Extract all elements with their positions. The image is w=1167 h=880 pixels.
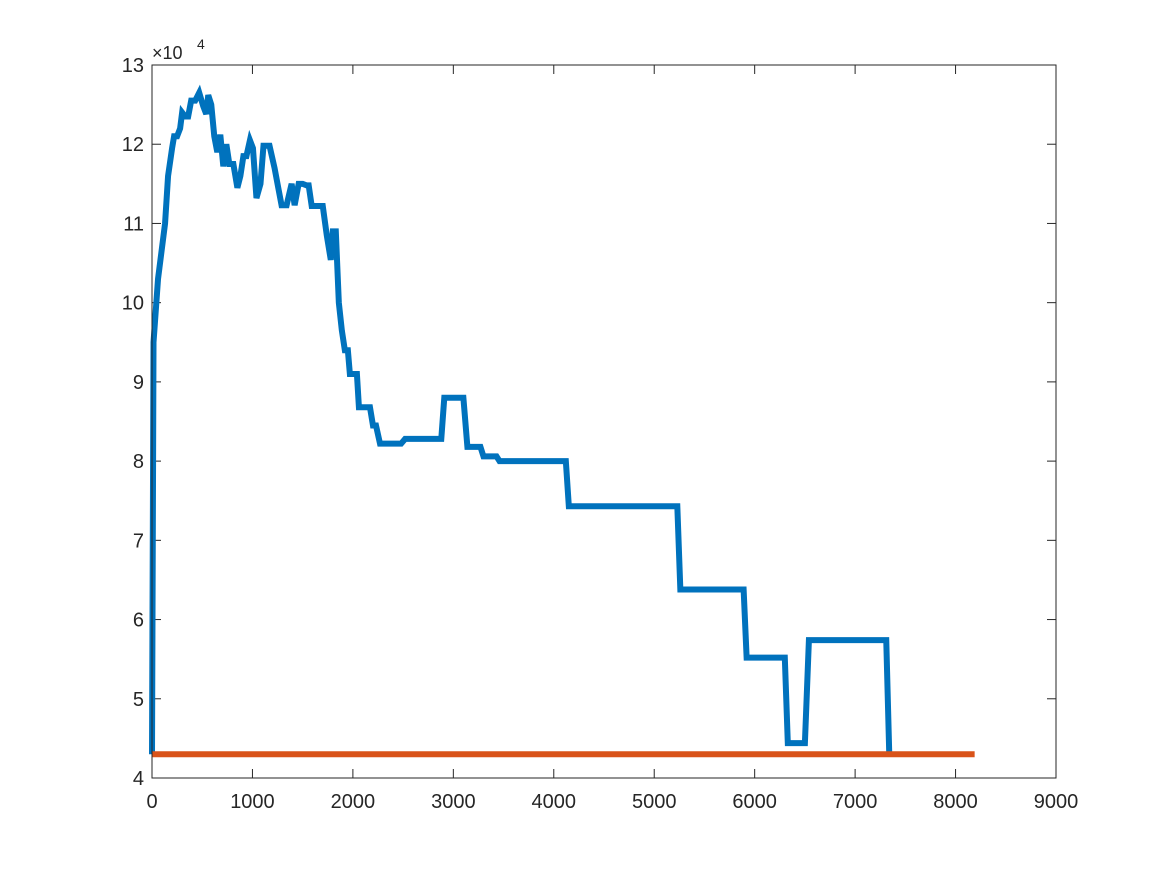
series-layer	[149, 84, 975, 758]
y-tick-label: 11	[123, 213, 144, 235]
x-tick-label: 7000	[833, 791, 878, 813]
x-tick-label: 4000	[532, 791, 577, 813]
y-tick-label: 10	[122, 293, 144, 315]
x-tick-label: 2000	[331, 791, 376, 813]
y-tick-label: 4	[133, 768, 144, 790]
y-tick-label: 7	[133, 530, 144, 552]
y-tick-label: 8	[133, 451, 144, 473]
x-tick-label: 0	[146, 791, 157, 813]
y-tick-label: 5	[133, 689, 144, 711]
x-tick-label: 9000	[1034, 791, 1079, 813]
y-tick-label: 6	[133, 610, 144, 632]
plot-frame	[151, 64, 1057, 779]
plot-area-border	[151, 64, 1057, 779]
y-tick-label: 13	[122, 55, 144, 77]
x-tick-label: 8000	[933, 791, 978, 813]
y-exponent-label: ×10	[152, 43, 183, 63]
x-tick-label: 6000	[732, 791, 777, 813]
y-tick-label: 12	[122, 134, 144, 156]
x-tick-label: 1000	[230, 791, 275, 813]
y-tick-label: 9	[133, 372, 144, 394]
axes: 0 1000 2000 3000 4000 5000 6000 7000 8000 9000 4 5 6…	[122, 36, 1079, 813]
series-line-1	[149, 84, 893, 755]
x-tick-label: 5000	[632, 791, 677, 813]
y-exponent-power: 4	[197, 36, 205, 52]
x-tick-label: 3000	[431, 791, 476, 813]
